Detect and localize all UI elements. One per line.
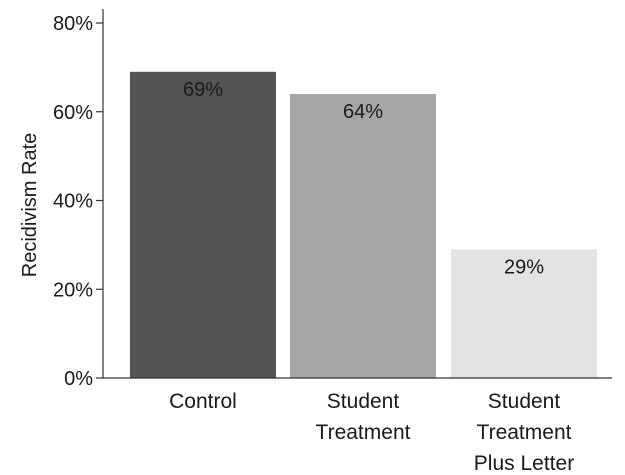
bar-2 bbox=[290, 94, 436, 378]
bar-value-label-3: 29% bbox=[504, 256, 544, 278]
x-category-label: Control bbox=[169, 390, 237, 413]
y-axis: 0% 20% 40% 60% 80% bbox=[53, 9, 104, 390]
y-tick-label: 80% bbox=[53, 13, 93, 35]
x-category-label: Treatment bbox=[477, 421, 572, 444]
y-tick-label: 20% bbox=[53, 279, 93, 301]
bar-3 bbox=[451, 249, 597, 378]
x-category-label: Student bbox=[327, 390, 400, 413]
y-tick-label: 60% bbox=[53, 102, 93, 124]
x-category-label: Treatment bbox=[316, 421, 411, 444]
y-tick-label: 40% bbox=[53, 191, 93, 213]
y-tick-label: 0% bbox=[64, 368, 93, 390]
x-axis: Control Student Treatment Student Treatment P… bbox=[103, 377, 612, 475]
y-axis-title: Recidivism Rate bbox=[19, 133, 41, 277]
bar-value-label-1: 69% bbox=[183, 79, 223, 101]
bar-1 bbox=[130, 71, 276, 378]
bars: 69% 64% 29% bbox=[130, 71, 597, 378]
x-category-label: Plus Letter bbox=[474, 452, 574, 475]
bar-value-label-2: 64% bbox=[343, 101, 383, 123]
x-category-label: Student bbox=[488, 390, 561, 413]
